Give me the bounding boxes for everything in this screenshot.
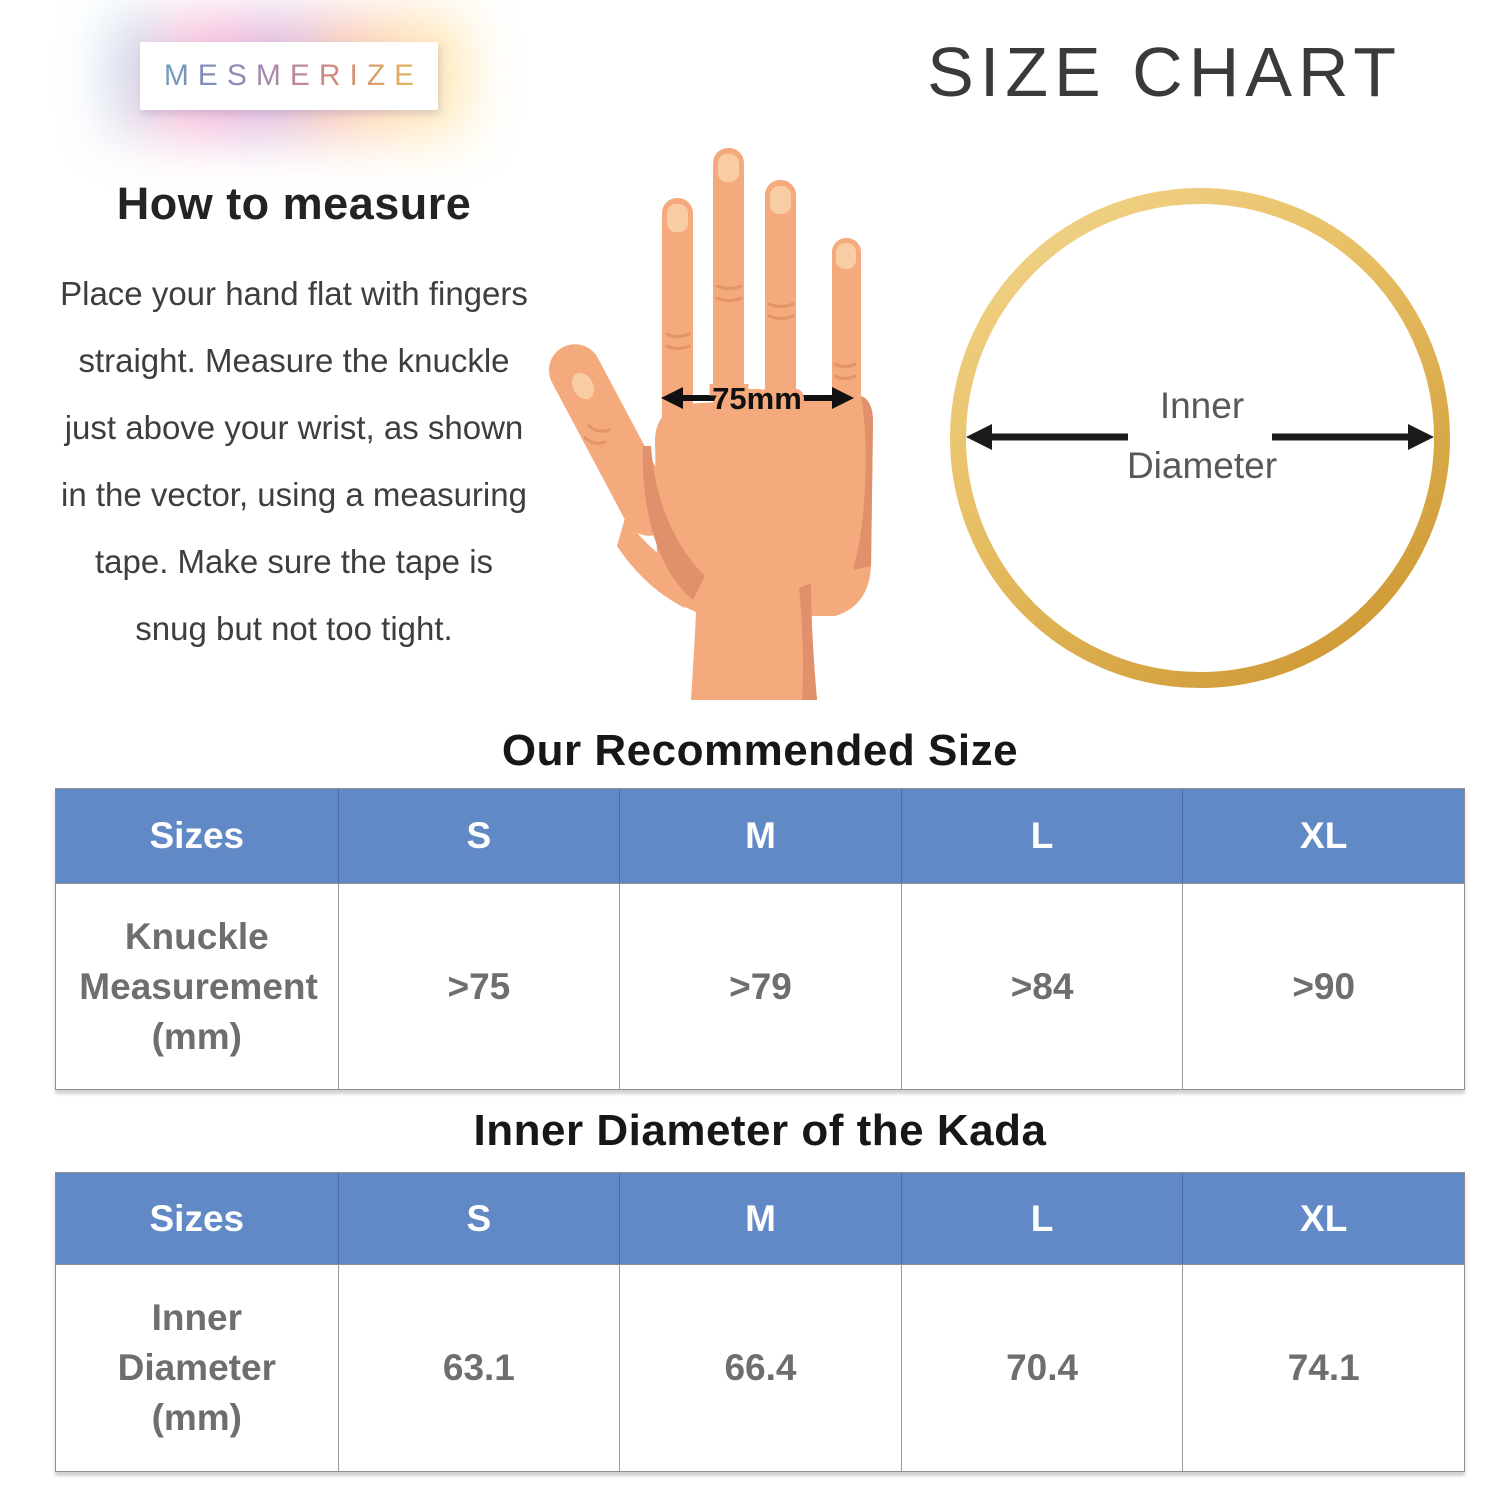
col-header-l: L (900, 789, 1183, 883)
brand-logo: MESMERIZE (110, 16, 468, 136)
svg-text:Inner: Inner (1160, 385, 1244, 426)
inner-diameter-label: Inner Diameter (1127, 385, 1277, 486)
cell-value-l: 70.4 (900, 1264, 1183, 1471)
col-header-s: S (337, 789, 620, 883)
col-header-m: M (619, 789, 901, 883)
recommended-size-table: Sizes S M L XL Knuckle Measurement (mm) … (55, 788, 1465, 1090)
cell-value-xl: >90 (1182, 883, 1464, 1089)
col-header-xl: XL (1182, 1173, 1464, 1264)
cell-value-m: 66.4 (619, 1264, 901, 1471)
hand-measure-arrow: 75mm (661, 377, 854, 420)
table-row: Inner Diameter (mm) 63.1 66.4 70.4 74.1 (56, 1264, 1464, 1471)
col-header-xl: XL (1182, 789, 1464, 883)
col-header-sizes: Sizes (149, 815, 245, 856)
table-row: Knuckle Measurement (mm) >75 >79 >84 >90 (56, 883, 1464, 1089)
row-label-knuckle: Knuckle Measurement (mm) (56, 883, 338, 1089)
cell-value-xl: 74.1 (1182, 1264, 1464, 1471)
inner-diameter-table: Sizes S M L XL Inner Diameter (mm) 63.1 … (55, 1172, 1465, 1472)
svg-text:Diameter: Diameter (1127, 445, 1277, 486)
col-header-sizes: Sizes (149, 1197, 245, 1239)
how-to-measure-text: Place your hand flat with fingers straig… (60, 275, 528, 647)
table-header-row: Sizes S M L XL (56, 789, 1464, 883)
bangle-illustration: Inner Diameter (950, 188, 1450, 688)
how-to-measure-heading: How to measure (116, 178, 472, 229)
cell-value-s: >75 (337, 883, 620, 1089)
cell-value-s: 63.1 (337, 1264, 620, 1471)
knuckle-measure-label: 75mm (712, 381, 802, 416)
brand-logo-text: MESMERIZE (155, 59, 423, 93)
col-header-s: S (337, 1173, 620, 1264)
bangle-ring (950, 188, 1450, 688)
inner-diameter-arrow (966, 424, 1434, 450)
how-to-measure-section: How to measure Place your hand flat with… (58, 178, 530, 662)
hand-illustration: 75mm (548, 148, 873, 700)
table-heading-inner-diameter: Inner Diameter of the Kada (473, 1106, 1047, 1155)
table-heading-recommended-size: Our Recommended Size (501, 726, 1019, 775)
hand-shape (548, 148, 873, 700)
page-title: SIZE CHART (927, 33, 1402, 111)
col-header-m: M (619, 1173, 901, 1264)
row-label-inner-diameter: Inner Diameter (mm) (56, 1264, 338, 1471)
logo-card: MESMERIZE (140, 42, 438, 110)
cell-value-m: >79 (619, 883, 901, 1089)
col-header-l: L (900, 1173, 1183, 1264)
cell-value-l: >84 (900, 883, 1183, 1089)
table-header-row: Sizes S M L XL (56, 1173, 1464, 1264)
